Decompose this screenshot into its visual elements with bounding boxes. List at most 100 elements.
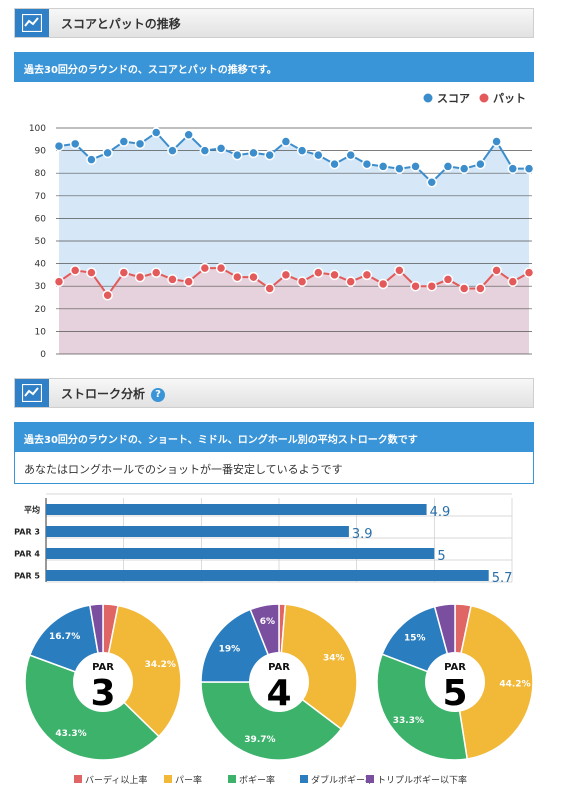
stroke-analysis-section-header: ストローク分析?: [14, 378, 534, 408]
score-point: [394, 163, 405, 174]
stroke-analysis-title: ストローク分析?: [61, 385, 166, 402]
y-tick-label: 60: [35, 214, 47, 224]
pie-center-par-number: 5: [442, 673, 467, 714]
putt-point: [232, 271, 243, 283]
pie-center-par-number: 4: [266, 673, 291, 714]
pie-legend-swatch: [300, 775, 308, 783]
score-point: [345, 149, 356, 161]
pie-center-par-number: 3: [90, 673, 115, 714]
score-putt-section-header: スコアとパットの推移: [14, 8, 534, 38]
bar-category-label: PAR 3: [14, 528, 40, 537]
bar: [46, 570, 489, 581]
putt-point: [394, 265, 405, 276]
score-point: [361, 158, 373, 170]
score-point: [118, 136, 130, 147]
putt-point: [523, 267, 535, 278]
pie-slice-label: 19%: [219, 644, 241, 654]
putt-point: [426, 280, 438, 292]
putt-point: [313, 267, 324, 278]
pie-legend-swatch: [74, 775, 82, 783]
pie-legend-label: トリプルボギー以下率: [377, 774, 467, 786]
pie-slice-label: 33.3%: [393, 716, 424, 726]
score-point: [53, 140, 65, 152]
bar: [46, 548, 435, 559]
chart-line-icon: [15, 9, 49, 37]
putt-point: [507, 276, 519, 287]
y-tick-label: 10: [35, 327, 47, 337]
pie-slice: [278, 603, 358, 731]
putt-point: [134, 271, 146, 283]
score-point: [296, 145, 308, 156]
score-point: [523, 163, 535, 174]
pie-legend-label: バーディ以上率: [85, 774, 147, 786]
pie-legend-swatch: [228, 775, 236, 783]
pie-center-hole: [425, 652, 485, 712]
score-point: [410, 161, 421, 172]
putt-point: [150, 267, 162, 278]
putt-point: [410, 280, 421, 292]
score-point: [377, 161, 389, 172]
putt-point: [102, 289, 113, 301]
y-tick-label: 30: [35, 282, 47, 292]
pie-legend-label: ダブルボギー率: [311, 774, 374, 786]
score-point: [199, 145, 211, 156]
pie-slice-label: 43.3%: [55, 729, 86, 739]
y-tick-label: 100: [29, 124, 46, 134]
putt-point: [118, 267, 130, 278]
score-point: [150, 127, 162, 138]
y-tick-label: 90: [35, 147, 47, 157]
pie-slice-label: 15%: [404, 633, 426, 643]
pie-slice-label: 16.7%: [49, 632, 80, 642]
putt-point: [442, 274, 454, 285]
stroke-analysis-message: あなたはロングホールでのショットが一番安定しているようです: [14, 452, 534, 484]
pie-center-par-label: PAR: [92, 662, 114, 673]
putt-point: [491, 265, 502, 276]
pie-slice: [102, 604, 182, 738]
help-icon[interactable]: ?: [151, 388, 166, 402]
score-point: [134, 138, 146, 150]
pie-slice-label: 39.7%: [244, 735, 275, 745]
score-point: [491, 136, 502, 147]
putt-point: [167, 274, 178, 285]
putt-point: [296, 276, 308, 287]
score-point: [248, 147, 259, 159]
bar-value-label: 5.7: [492, 571, 513, 584]
score-point: [507, 163, 519, 174]
legend-marker-score: [423, 93, 433, 103]
pie-slice: [200, 681, 343, 761]
bar: [46, 526, 349, 537]
y-tick-label: 70: [35, 192, 47, 202]
score-point: [442, 161, 454, 172]
score-putt-title: スコアとパットの推移: [61, 17, 181, 31]
score-point: [232, 149, 243, 161]
pie-legend-label: パー率: [175, 774, 202, 786]
pie-slice: [454, 604, 534, 760]
chart-line-icon: [15, 379, 49, 407]
putt-point: [345, 276, 356, 287]
bar: [46, 504, 427, 515]
legend-label-score: スコア: [437, 92, 470, 105]
y-tick-label: 80: [35, 169, 47, 179]
score-point: [183, 129, 194, 141]
putt-point: [329, 269, 340, 281]
stroke-bar-chart: 平均 4.9 PAR 3 3.9 PAR 4 5 PAR 5 5.7: [14, 493, 513, 584]
score-point: [264, 149, 275, 161]
legend-label-putt: パット: [493, 92, 526, 105]
putt-point: [215, 262, 227, 274]
y-tick-label: 40: [35, 260, 47, 270]
score-point: [458, 163, 470, 174]
pie-slice-label: 6%: [260, 617, 275, 627]
y-tick-label: 50: [35, 237, 47, 247]
y-tick-label: 20: [35, 305, 47, 315]
putt-area: [59, 268, 529, 354]
pie-center-par-label: PAR: [268, 662, 290, 673]
pie-slice-label: 34%: [323, 653, 345, 663]
score-point: [426, 176, 438, 188]
putt-point: [248, 271, 259, 283]
pie-center-hole: [249, 652, 309, 712]
score-putt-line-chart: スコア パット 0 10 20 30 40 50 60 70 80 90 100: [29, 92, 535, 360]
score-point: [313, 149, 324, 161]
pie-slice-label: 34.2%: [145, 660, 176, 670]
putt-point: [280, 269, 292, 281]
